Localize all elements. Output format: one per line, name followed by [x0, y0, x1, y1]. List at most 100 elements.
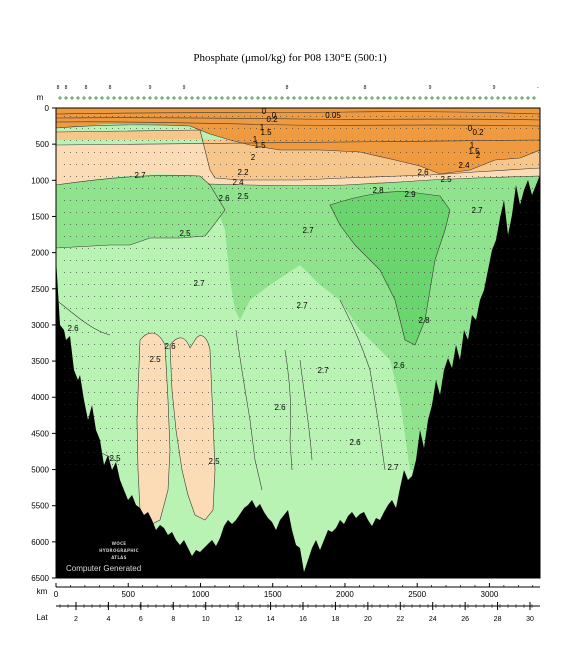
sample-dot	[496, 356, 497, 357]
sample-dot	[328, 356, 329, 357]
sample-dot	[130, 356, 131, 357]
sample-dot	[358, 164, 359, 165]
sample-dot	[190, 320, 191, 321]
sample-dot	[418, 260, 419, 261]
sample-dot	[106, 272, 107, 273]
station-label: 8	[85, 85, 88, 91]
sample-dot	[442, 116, 443, 117]
sample-dot	[364, 284, 365, 285]
sample-dot	[478, 188, 479, 189]
contour-label: 0.2	[266, 115, 278, 124]
sample-dot	[352, 380, 353, 381]
station-cross	[442, 96, 446, 100]
sample-dot	[154, 140, 155, 141]
sample-dot	[220, 368, 221, 369]
sample-dot	[100, 464, 101, 465]
sample-dot	[64, 464, 65, 465]
sample-dot	[436, 404, 437, 405]
sample-dot	[316, 164, 317, 165]
sample-dot	[388, 308, 389, 309]
sample-dot	[400, 272, 401, 273]
sample-dot	[178, 164, 179, 165]
sample-dot	[148, 152, 149, 153]
sample-dot	[190, 464, 191, 465]
sample-dot	[262, 152, 263, 153]
sample-dot	[328, 248, 329, 249]
sample-dot	[532, 128, 533, 129]
sample-dot	[370, 452, 371, 453]
station-cross	[448, 96, 452, 100]
sample-dot	[238, 428, 239, 429]
sample-dot	[316, 284, 317, 285]
sample-dot	[298, 284, 299, 285]
sample-dot	[316, 344, 317, 345]
sample-dot	[118, 248, 119, 249]
sample-dot	[316, 248, 317, 249]
sample-dot	[382, 464, 383, 465]
sample-dot	[358, 332, 359, 333]
sample-dot	[490, 344, 491, 345]
sample-dot	[478, 404, 479, 405]
sample-dot	[274, 392, 275, 393]
sample-dot	[76, 152, 77, 153]
sample-dot	[388, 380, 389, 381]
sample-dot	[280, 428, 281, 429]
sample-dot	[328, 272, 329, 273]
sample-dot	[514, 344, 515, 345]
sample-dot	[406, 440, 407, 441]
sample-dot	[148, 272, 149, 273]
sample-dot	[466, 356, 467, 357]
sample-dot	[520, 188, 521, 189]
contour-label: 2.5	[109, 454, 121, 463]
sample-dot	[490, 320, 491, 321]
contour-label: 2	[476, 151, 481, 160]
sample-dot	[130, 224, 131, 225]
sample-dot	[136, 212, 137, 213]
sample-dot	[508, 428, 509, 429]
sample-dot	[64, 380, 65, 381]
sample-dot	[346, 212, 347, 213]
sample-dot	[292, 464, 293, 465]
sample-dot	[508, 440, 509, 441]
sample-dot	[64, 176, 65, 177]
sample-dot	[520, 176, 521, 177]
sample-dot	[286, 164, 287, 165]
sample-dot	[508, 224, 509, 225]
sample-dot	[112, 284, 113, 285]
sample-dot	[220, 296, 221, 297]
sample-dot	[490, 248, 491, 249]
sample-dot	[514, 416, 515, 417]
sample-dot	[448, 200, 449, 201]
sample-dot	[154, 332, 155, 333]
sample-dot	[376, 296, 377, 297]
sample-dot	[394, 284, 395, 285]
sample-dot	[70, 272, 71, 273]
sample-dot	[400, 116, 401, 117]
sample-dot	[100, 392, 101, 393]
sample-dot	[268, 236, 269, 237]
sample-dot	[70, 308, 71, 309]
sample-dot	[274, 260, 275, 261]
sample-dot	[382, 224, 383, 225]
sample-dot	[172, 416, 173, 417]
sample-dot	[490, 308, 491, 309]
sample-dot	[250, 356, 251, 357]
sample-dot	[436, 188, 437, 189]
station-cross	[400, 96, 404, 100]
sample-dot	[490, 296, 491, 297]
station-cross	[370, 96, 374, 100]
sample-dot	[418, 212, 419, 213]
sample-dot	[148, 416, 149, 417]
sample-dot	[190, 272, 191, 273]
sample-dot	[238, 392, 239, 393]
contour-label: 2.7	[471, 206, 483, 215]
sample-dot	[538, 320, 539, 321]
sample-dot	[118, 140, 119, 141]
sample-dot	[430, 320, 431, 321]
station-label: 8	[57, 85, 60, 91]
sample-dot	[166, 440, 167, 441]
sample-dot	[196, 260, 197, 261]
sample-dot	[124, 320, 125, 321]
station-cross	[124, 96, 128, 100]
sample-dot	[484, 296, 485, 297]
